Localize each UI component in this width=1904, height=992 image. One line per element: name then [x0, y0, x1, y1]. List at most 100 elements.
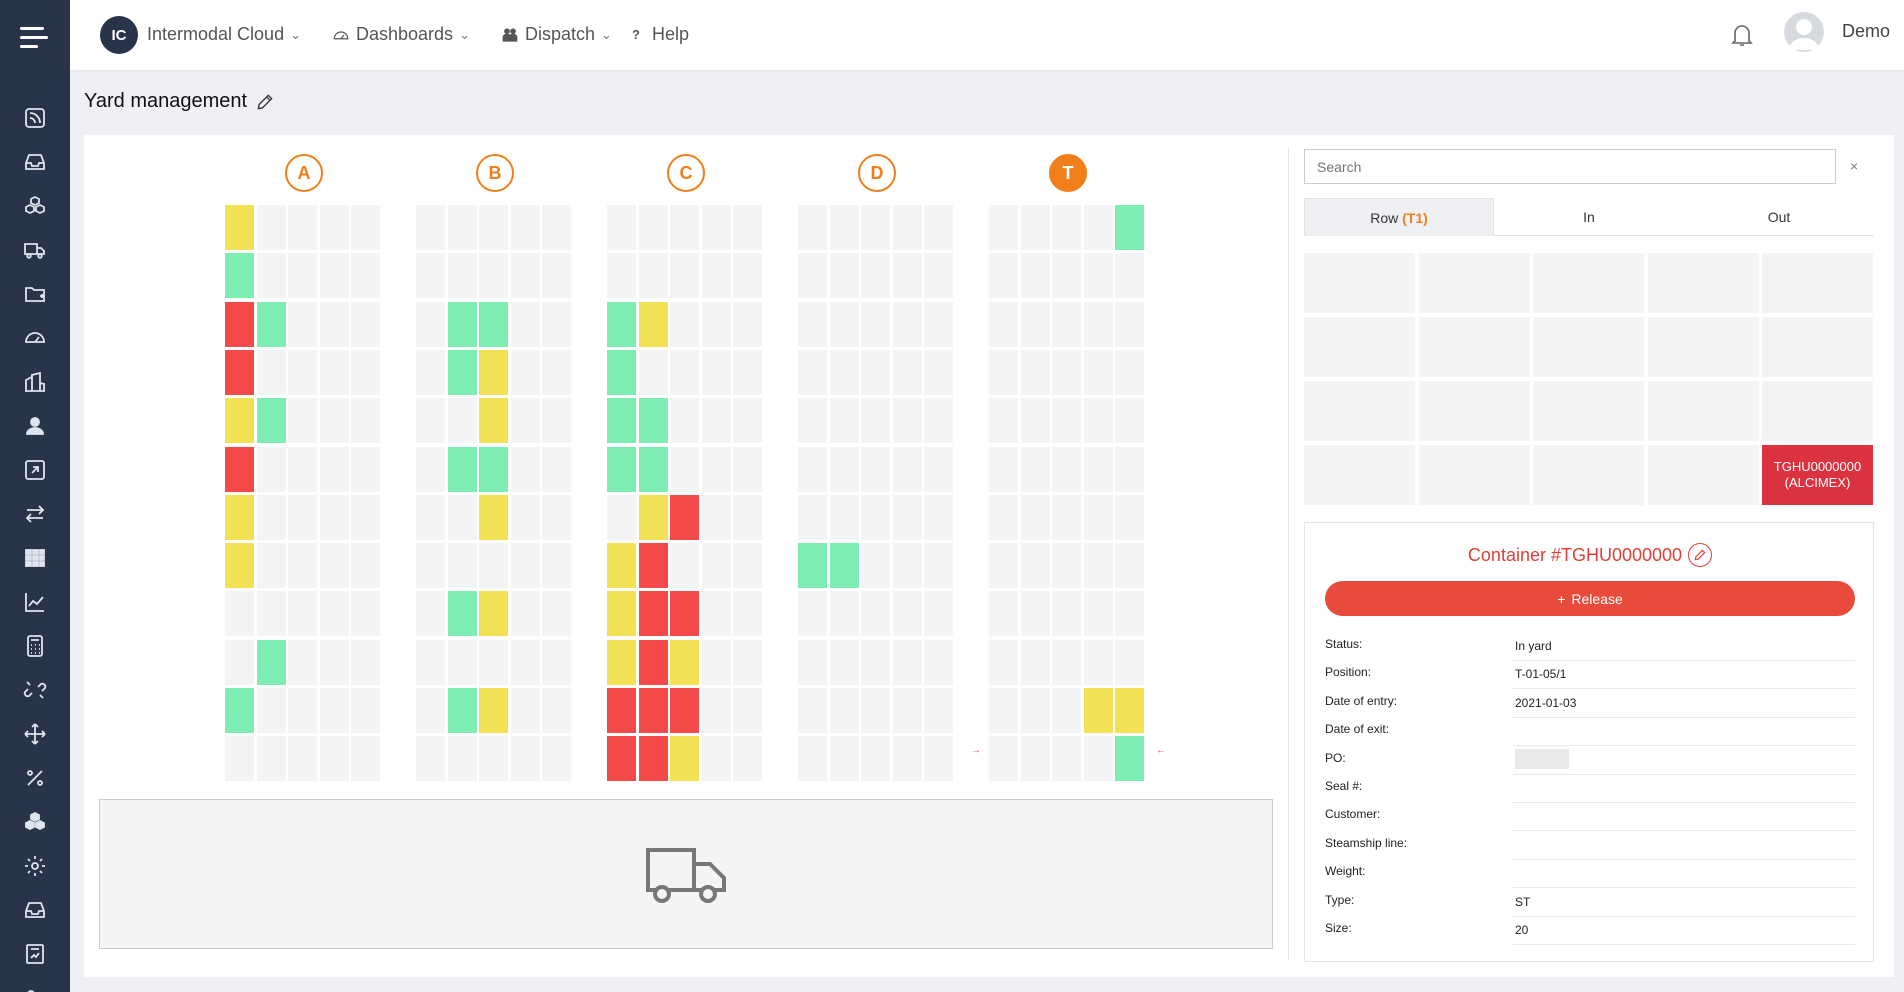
yard-slot[interactable] — [288, 398, 317, 444]
yard-slot[interactable] — [1083, 736, 1113, 782]
yard-slot[interactable] — [479, 253, 508, 299]
yard-slot[interactable] — [829, 446, 859, 492]
yard-slot[interactable] — [733, 349, 762, 395]
yard-slot[interactable] — [1083, 591, 1113, 637]
yard-slot[interactable] — [1083, 349, 1113, 395]
yard-slot[interactable] — [861, 591, 890, 637]
yard-slot[interactable] — [447, 494, 477, 540]
yard-slot[interactable] — [288, 494, 317, 540]
yard-slot[interactable] — [892, 591, 922, 637]
yard-slot[interactable] — [510, 494, 540, 540]
bell-icon[interactable] — [1730, 22, 1754, 48]
yard-container[interactable] — [638, 301, 668, 347]
field-value[interactable]: 20 — [1513, 923, 1855, 945]
yard-slot[interactable] — [638, 253, 668, 299]
yard-slot[interactable] — [1052, 494, 1081, 540]
yard-container[interactable] — [607, 639, 636, 685]
yard-slot[interactable] — [351, 349, 380, 395]
yard-slot[interactable] — [319, 301, 349, 347]
yard-slot[interactable] — [989, 253, 1018, 299]
yard-slot[interactable] — [319, 736, 349, 782]
yard-slot[interactable] — [670, 301, 699, 347]
field-value[interactable] — [1513, 866, 1855, 889]
yard-slot[interactable] — [798, 494, 827, 540]
yard-slot[interactable] — [1115, 446, 1144, 492]
block-label-t[interactable]: T — [1049, 154, 1087, 192]
yard-slot[interactable] — [256, 253, 286, 299]
yard-slot[interactable] — [1083, 446, 1113, 492]
yard-slot[interactable] — [892, 639, 922, 685]
yard-slot[interactable] — [479, 639, 508, 685]
yard-slot[interactable] — [733, 591, 762, 637]
yard-slot[interactable] — [829, 205, 859, 250]
yard-slot[interactable] — [447, 736, 477, 782]
yard-slot[interactable] — [351, 446, 380, 492]
block-label-d[interactable]: D — [858, 154, 896, 192]
yard-slot[interactable] — [1115, 301, 1144, 347]
yard-slot[interactable] — [701, 253, 731, 299]
yard-slot[interactable] — [319, 494, 349, 540]
yard-container[interactable] — [479, 494, 508, 540]
yard-slot[interactable] — [733, 688, 762, 733]
yard-slot[interactable] — [1052, 253, 1081, 299]
row-slot-container[interactable]: TGHU0000000 (ALCIMEX) — [1762, 445, 1873, 505]
yard-slot[interactable] — [892, 301, 922, 347]
yard-slot[interactable] — [670, 543, 699, 589]
sidebar-item-new-folder[interactable] — [0, 272, 70, 316]
yard-slot[interactable] — [829, 639, 859, 685]
yard-slot[interactable] — [1020, 494, 1050, 540]
yard-container[interactable] — [638, 543, 668, 589]
yard-slot[interactable] — [989, 446, 1018, 492]
yard-slot[interactable] — [733, 301, 762, 347]
yard-slot[interactable] — [861, 301, 890, 347]
sidebar-item-feed[interactable] — [0, 96, 70, 140]
yard-slot[interactable] — [1052, 639, 1081, 685]
yard-slot[interactable] — [1052, 301, 1081, 347]
yard-slot[interactable] — [479, 543, 508, 589]
sidebar-item-rates[interactable] — [0, 756, 70, 800]
field-value[interactable]: T-01-05/1 — [1513, 667, 1855, 690]
yard-slot[interactable] — [542, 736, 571, 782]
sidebar-item-calculator[interactable] — [0, 624, 70, 668]
yard-slot[interactable] — [1115, 494, 1144, 540]
yard-slot[interactable] — [319, 398, 349, 444]
yard-slot[interactable] — [510, 349, 540, 395]
yard-slot[interactable] — [351, 253, 380, 299]
yard-slot[interactable] — [319, 349, 349, 395]
yard-slot[interactable] — [1020, 205, 1050, 250]
yard-slot[interactable] — [416, 446, 445, 492]
yard-slot[interactable] — [447, 398, 477, 444]
yard-slot[interactable] — [288, 253, 317, 299]
yard-slot[interactable] — [798, 398, 827, 444]
row-slot[interactable] — [1762, 381, 1873, 441]
yard-slot[interactable] — [829, 253, 859, 299]
yard-container[interactable] — [447, 349, 477, 395]
yard-container[interactable] — [638, 398, 668, 444]
yard-slot[interactable] — [733, 205, 762, 250]
yard-slot[interactable] — [701, 688, 731, 733]
menu-icon[interactable] — [20, 27, 48, 49]
yard-slot[interactable] — [416, 591, 445, 637]
yard-container[interactable] — [638, 639, 668, 685]
yard-slot[interactable] — [989, 639, 1018, 685]
yard-slot[interactable] — [892, 736, 922, 782]
yard-slot[interactable] — [861, 253, 890, 299]
yard-slot[interactable] — [924, 736, 953, 782]
yard-slot[interactable] — [924, 543, 953, 589]
yard-slot[interactable] — [542, 543, 571, 589]
clear-search-button[interactable]: × — [1850, 158, 1859, 174]
sidebar-item-export[interactable] — [0, 448, 70, 492]
yard-container[interactable] — [447, 446, 477, 492]
yard-slot[interactable] — [288, 349, 317, 395]
yard-container[interactable] — [607, 543, 636, 589]
sidebar-item-transfers[interactable] — [0, 492, 70, 536]
row-slot[interactable] — [1533, 381, 1644, 441]
yard-slot[interactable] — [670, 446, 699, 492]
yard-slot[interactable] — [1020, 446, 1050, 492]
yard-slot[interactable] — [989, 205, 1018, 250]
yard-slot[interactable] — [892, 543, 922, 589]
yard-slot[interactable] — [1115, 398, 1144, 444]
yard-slot[interactable] — [256, 494, 286, 540]
sidebar-item-containers[interactable] — [0, 184, 70, 228]
yard-slot[interactable] — [542, 253, 571, 299]
